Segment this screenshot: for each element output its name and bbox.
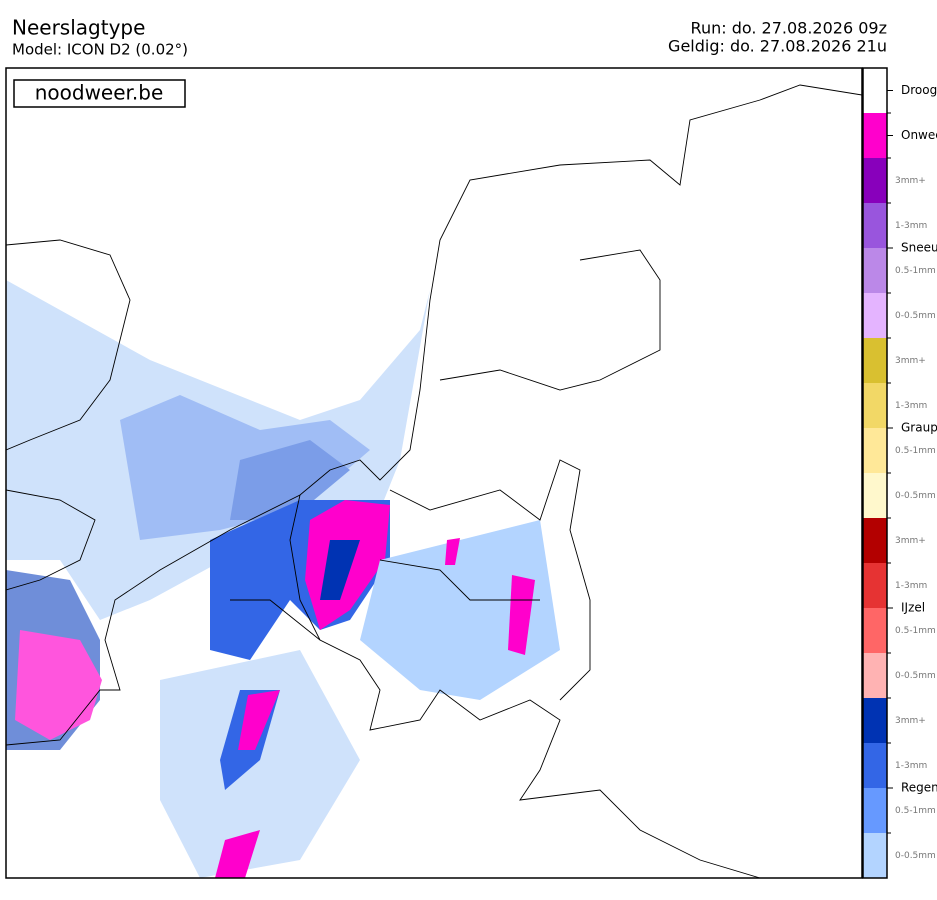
precip-light (160, 650, 360, 878)
legend-sublabel: 0-0.5mm (895, 671, 936, 681)
valid-time: Geldig: do. 27.08.2026 21u (668, 37, 887, 56)
legend-sublabel: 3mm+ (895, 356, 926, 366)
legend-sublabel: 0.5-1mm (895, 446, 936, 456)
legend-swatch (863, 518, 887, 563)
map-area (6, 84, 862, 878)
legend-swatch (863, 293, 887, 338)
legend-swatch (863, 788, 887, 833)
legend-swatch (863, 608, 887, 653)
legend-category: Graupel (901, 421, 937, 435)
legend-sublabel: 0.5-1mm (895, 626, 936, 636)
legend-swatch (863, 68, 887, 113)
storm-cell (508, 575, 535, 655)
watermark: noodweer.be (35, 81, 164, 105)
legend-sublabel: 3mm+ (895, 536, 926, 546)
legend-swatch (863, 653, 887, 698)
legend-swatch (863, 158, 887, 203)
precip-intense (320, 540, 360, 600)
legend: 3mm+ 1-3mm 0.5-1mm 0-0.5mm 3mm+ 1-3mm 0.5-1mm 0… (862, 67, 937, 879)
legend-swatch (863, 203, 887, 248)
storm-cell (238, 690, 280, 750)
legend-sublabel: 0.5-1mm (895, 806, 936, 816)
legend-category: Onweer (901, 128, 937, 142)
model: Model: ICON D2 (0.02°) (12, 41, 188, 59)
legend-swatch (863, 113, 887, 158)
legend-swatch (863, 338, 887, 383)
legend-sublabel: 1-3mm (895, 581, 927, 591)
storm-cell (445, 538, 460, 565)
legend-category: Droog (901, 83, 937, 97)
storm-cell (215, 830, 260, 878)
run-time: Run: do. 27.08.2026 09z (691, 19, 887, 38)
legend-swatch (863, 473, 887, 518)
legend-swatch (863, 383, 887, 428)
legend-swatch (863, 833, 887, 878)
legend-sublabel: 0-0.5mm (895, 851, 936, 861)
storm-area (15, 630, 102, 740)
legend-sublabel: 3mm+ (895, 176, 926, 186)
legend-category: IJzel (901, 601, 925, 615)
legend-sublabel: 1-3mm (895, 761, 927, 771)
legend-swatch (863, 698, 887, 743)
legend-swatch (863, 428, 887, 473)
legend-sublabel: 1-3mm (895, 221, 927, 231)
precip-moderate (230, 440, 350, 520)
legend-category: Regen (901, 781, 937, 795)
legend-sublabel: 0.5-1mm (895, 266, 936, 276)
legend-swatch (863, 563, 887, 608)
coastlines (6, 84, 862, 878)
title: Neerslagtype (12, 16, 145, 40)
legend-sublabel: 0-0.5mm (895, 311, 936, 321)
legend-sublabel: 1-3mm (895, 401, 927, 411)
legend-frame (862, 67, 888, 879)
legend-sublabel: 3mm+ (895, 716, 926, 726)
map-frame (5, 67, 863, 879)
watermark-box (13, 79, 186, 108)
legend-category: Sneeuw (901, 241, 937, 255)
legend-swatch (863, 743, 887, 788)
legend-sublabel: 0-0.5mm (895, 491, 936, 501)
legend-swatch (863, 248, 887, 293)
